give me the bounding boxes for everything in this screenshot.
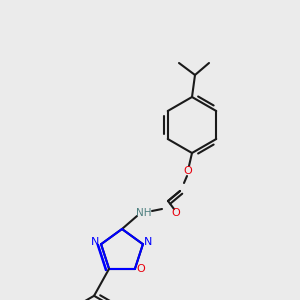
- Text: N: N: [91, 237, 99, 247]
- Text: O: O: [184, 166, 192, 176]
- Text: NH: NH: [136, 208, 152, 218]
- Text: O: O: [172, 208, 180, 218]
- Text: O: O: [136, 264, 145, 274]
- Text: N: N: [144, 237, 152, 247]
